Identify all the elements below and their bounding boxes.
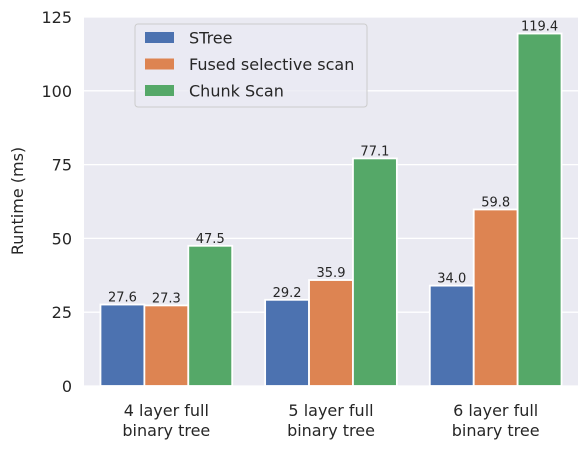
bar-fused-selective-scan-1 (308, 279, 354, 387)
y-tick-labels: 0 25 50 75 100 125 (41, 8, 72, 396)
x-tick-label-line: 6 layer full (453, 401, 538, 420)
y-tick-label: 50 (52, 229, 72, 248)
x-tick-label-line: 4 layer full (124, 401, 209, 420)
y-tick-label: 25 (52, 303, 72, 322)
y-tick-label: 0 (62, 377, 72, 396)
data-label: 27.3 (152, 291, 181, 306)
legend-entry: STree (189, 29, 233, 48)
data-label: 35.9 (317, 266, 346, 281)
y-axis-title: Runtime (ms) (8, 147, 27, 255)
data-label: 77.1 (360, 144, 389, 159)
bars-group (99, 32, 563, 387)
bar-fused-selective-scan-2 (472, 208, 519, 387)
data-label: 27.6 (108, 291, 137, 306)
legend-frame (134, 23, 368, 108)
x-tick-label: 5 layer full binary tree (287, 401, 375, 440)
x-tick-label: 6 layer full binary tree (452, 401, 540, 440)
x-tick-label-line: binary tree (452, 421, 540, 440)
legend-swatch (145, 58, 174, 70)
bar-chunk-scan-1 (352, 157, 398, 387)
y-tick-label: 100 (41, 82, 72, 101)
data-label: 47.5 (196, 232, 225, 247)
legend-swatch (145, 32, 174, 43)
data-label: 119.4 (521, 20, 558, 35)
y-tick-label: 75 (52, 156, 72, 175)
bar-stree-1 (264, 298, 310, 387)
data-label: 34.0 (437, 272, 466, 287)
data-label: 59.8 (481, 195, 510, 210)
bar-stree-2 (428, 284, 475, 387)
x-tick-label: 4 layer full binary tree (122, 401, 210, 440)
bar-stree-0 (99, 303, 146, 387)
data-labels-group: 27.6 29.2 34.0 27.3 35.9 59.8 47.5 77.1 119.4 (108, 20, 558, 307)
data-label: 29.2 (273, 286, 302, 301)
bar-chunk-scan-0 (187, 244, 234, 387)
y-tick-label: 125 (41, 8, 72, 27)
bar-chunk-scan-2 (516, 32, 563, 387)
x-tick-label-line: binary tree (287, 421, 375, 440)
legend: STree Fused selective scan Chunk Scan (134, 23, 368, 108)
legend-entry: Chunk Scan (189, 82, 284, 101)
x-tick-label-line: 5 layer full (288, 401, 373, 420)
x-tick-label-line: binary tree (122, 421, 210, 440)
legend-entry: Fused selective scan (189, 55, 354, 74)
bar-fused-selective-scan-0 (143, 304, 190, 387)
legend-swatch (145, 85, 174, 96)
